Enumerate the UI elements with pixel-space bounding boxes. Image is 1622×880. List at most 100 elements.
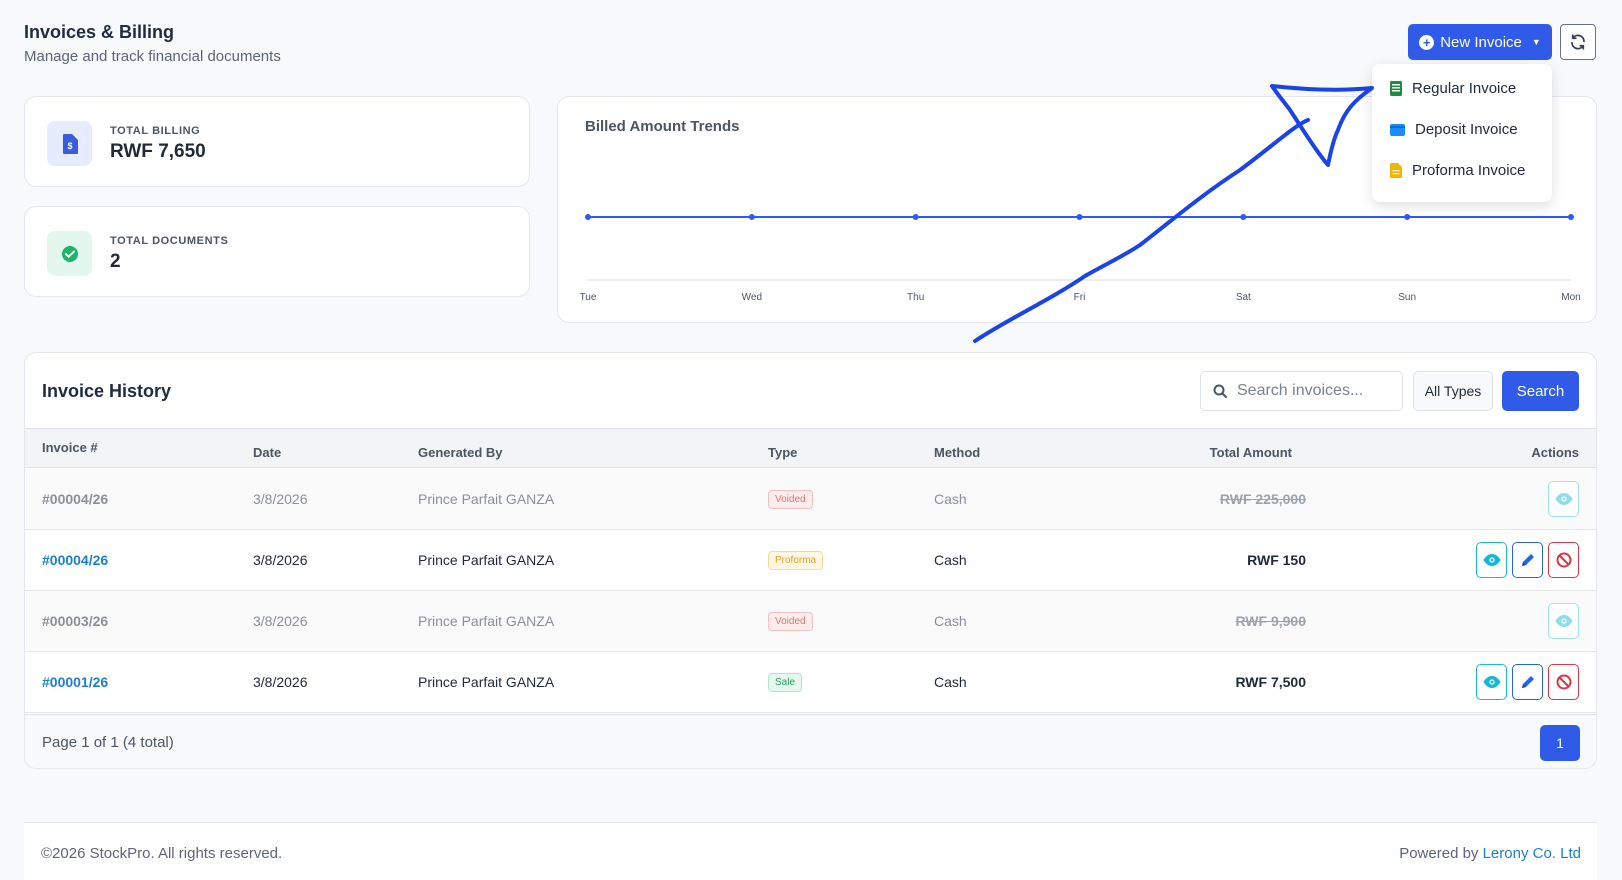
column-header-date: Date — [253, 445, 282, 460]
check-circle-icon — [47, 231, 92, 276]
search-box — [1200, 371, 1403, 411]
void-button[interactable] — [1548, 542, 1579, 578]
page-info: Page 1 of 1 (4 total) — [42, 734, 174, 751]
type-badge: Proforma — [768, 551, 824, 570]
column-header-type: Type — [768, 445, 798, 460]
total-documents-card: TOTAL DOCUMENTS 2 — [24, 206, 530, 297]
proforma-invoice-label: Proforma Invoice — [1412, 162, 1526, 179]
table-footer: Page 1 of 1 (4 total) 1 — [25, 714, 1596, 768]
status-badge: Voided — [768, 612, 813, 631]
caret-down-icon: ▼ — [1531, 37, 1541, 47]
chart-point — [1404, 214, 1411, 220]
search-button[interactable]: Search — [1502, 371, 1579, 411]
chart-tick-label: Thu — [907, 292, 924, 303]
pencil-icon — [1521, 676, 1534, 688]
payment-method: Cash — [934, 674, 967, 690]
chart-point — [1240, 214, 1247, 220]
generated-by: Prince Parfait GANZA — [418, 613, 555, 629]
generated-by: Prince Parfait GANZA — [418, 674, 555, 690]
table-row: #00001/26 3/8/2026 Prince Parfait GANZA … — [25, 652, 1596, 713]
column-header-total-amount: Total Amount — [1209, 445, 1292, 460]
payment-method: Cash — [934, 552, 967, 568]
invoice-number: #00004/26 — [42, 491, 109, 507]
invoice-date: 3/8/2026 — [253, 613, 308, 629]
chart-tick-label: Sat — [1236, 292, 1251, 303]
table-row: #00003/26 3/8/2026 Prince Parfait GANZA … — [25, 591, 1596, 652]
edit-button[interactable] — [1512, 664, 1543, 700]
powered-by-prefix: Powered by — [1399, 845, 1479, 862]
new-invoice-dropdown: Regular Invoice Deposit Invoice Proforma… — [1372, 64, 1552, 202]
refresh-button[interactable] — [1560, 24, 1596, 60]
view-button[interactable] — [1548, 603, 1579, 639]
search-input[interactable] — [1237, 382, 1387, 400]
column-header-generated-by: Generated By — [418, 445, 503, 460]
chart-tick-label: Tue — [580, 292, 597, 303]
page-footer: ©2026 StockPro. All rights reserved. Pow… — [24, 822, 1597, 880]
view-button[interactable] — [1548, 481, 1579, 517]
page-header: Invoices & Billing Manage and track fina… — [24, 22, 281, 65]
invoice-history-title: Invoice History — [42, 381, 172, 401]
chart-point — [912, 214, 919, 220]
chart-point — [1568, 214, 1574, 220]
chart-tick-label: Mon — [1561, 292, 1580, 303]
sheet-icon — [1390, 81, 1402, 96]
chart-tick-label: Sun — [1398, 292, 1416, 303]
payment-method: Cash — [934, 491, 967, 507]
powered-by: Powered by Lerony Co. Ltd — [1399, 845, 1581, 862]
total-amount: RWF 9,900 — [1235, 613, 1306, 629]
table-row: #00004/26 3/8/2026 Prince Parfait GANZA … — [25, 469, 1596, 530]
company-link[interactable]: Lerony Co. Ltd — [1482, 845, 1581, 862]
invoice-date: 3/8/2026 — [253, 552, 308, 568]
deposit-invoice-label: Deposit Invoice — [1415, 121, 1518, 138]
view-button[interactable] — [1476, 542, 1507, 578]
dropdown-item-regular-invoice[interactable]: Regular Invoice — [1390, 80, 1516, 97]
status-badge: Voided — [768, 490, 813, 509]
total-billing-card: $ TOTAL BILLING RWF 7,650 — [24, 96, 530, 187]
page-title: Invoices & Billing — [24, 22, 175, 42]
chart-point — [748, 214, 755, 220]
edit-button[interactable] — [1512, 542, 1543, 578]
invoice-dollar-icon: $ — [47, 121, 92, 166]
regular-invoice-label: Regular Invoice — [1412, 80, 1517, 97]
ban-icon — [1556, 674, 1571, 690]
copyright-text: ©2026 StockPro. All rights reserved. — [41, 845, 283, 862]
view-button[interactable] — [1476, 664, 1507, 700]
void-button[interactable] — [1548, 664, 1579, 700]
invoice-number-link[interactable]: #00004/26 — [42, 552, 109, 568]
new-invoice-button[interactable]: + New Invoice ▼ — [1408, 24, 1552, 60]
total-billing-label: TOTAL BILLING — [110, 125, 201, 137]
chart-point — [585, 214, 591, 220]
eye-icon — [1483, 554, 1500, 566]
invoice-number-link[interactable]: #00001/26 — [42, 674, 109, 690]
chart-tick-label: Wed — [742, 292, 762, 303]
invoice-date: 3/8/2026 — [253, 491, 308, 507]
table-row: #00004/26 3/8/2026 Prince Parfait GANZA … — [25, 530, 1596, 591]
document-icon — [1390, 163, 1402, 178]
refresh-icon — [1571, 34, 1585, 50]
total-documents-value: 2 — [110, 251, 121, 272]
search-icon — [1213, 384, 1227, 398]
table-header: Invoice # Date Generated By Type Method … — [25, 428, 1596, 468]
chart-point — [1076, 214, 1083, 220]
total-billing-value: RWF 7,650 — [110, 141, 206, 162]
page-button-current[interactable]: 1 — [1540, 725, 1580, 761]
payment-method: Cash — [934, 613, 967, 629]
pencil-icon — [1521, 554, 1534, 566]
generated-by: Prince Parfait GANZA — [418, 552, 555, 568]
wallet-icon — [1390, 124, 1405, 136]
plus-circle-icon: + — [1419, 34, 1435, 50]
new-invoice-label: New Invoice — [1440, 33, 1522, 51]
dropdown-item-deposit-invoice[interactable]: Deposit Invoice — [1390, 121, 1518, 138]
total-documents-label: TOTAL DOCUMENTS — [110, 235, 229, 247]
chart-tick-label: Fri — [1074, 292, 1086, 303]
total-amount: RWF 225,000 — [1219, 491, 1306, 507]
total-amount: RWF 150 — [1247, 552, 1306, 568]
svg-text:$: $ — [67, 141, 72, 151]
chart-title: Billed Amount Trends — [585, 118, 740, 135]
invoice-number: #00003/26 — [42, 613, 109, 629]
column-header-actions: Actions — [1531, 445, 1579, 460]
type-filter-select[interactable]: All Types — [1413, 371, 1493, 411]
page-subtitle: Manage and track financial documents — [24, 48, 281, 65]
dropdown-item-proforma-invoice[interactable]: Proforma Invoice — [1390, 162, 1525, 179]
eye-icon — [1555, 615, 1572, 627]
